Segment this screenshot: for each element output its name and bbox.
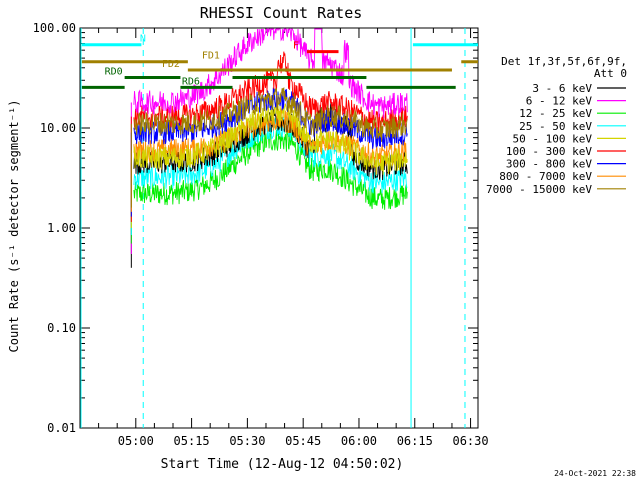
legend-entry-label: 800 - 7000 keV <box>499 170 592 183</box>
x-tick-label: 06:00 <box>341 434 377 448</box>
footer-date: 24-Oct-2021 22:38 <box>554 469 636 478</box>
legend-title: Att 0 <box>594 67 627 80</box>
legend-entry-label: 50 - 100 keV <box>513 132 593 145</box>
series-line <box>133 129 408 210</box>
legend-entry-label: 7000 - 15000 keV <box>486 183 592 196</box>
series-line <box>133 86 408 142</box>
annotation-label-rd6: RD6 <box>182 76 200 87</box>
y-tick-label: 0.10 <box>47 321 76 335</box>
y-tick-label: 0.01 <box>47 421 76 435</box>
y-tick-label: 10.00 <box>40 121 76 135</box>
annotation-label-f: F <box>293 41 299 52</box>
x-axis-label: Start Time (12-Aug-12 04:50:02) <box>161 457 404 472</box>
annotation-label-fd2: FD2 <box>162 59 180 70</box>
legend-entry-label: 100 - 300 keV <box>506 145 592 158</box>
legend-entry-label: 3 - 6 keV <box>532 82 592 95</box>
chart-title: RHESSI Count Rates <box>200 4 363 22</box>
series-line <box>133 115 408 194</box>
annotation-label-n: N <box>140 34 146 45</box>
legend-title: Det 1f,3f,5f,6f,9f, <box>501 55 627 68</box>
plot-area: 0.01 0.10 1.00 10.00 100.00 05:00 05:15 05:30 05… <box>33 21 489 448</box>
series-line <box>133 27 408 119</box>
x-tick-label: 05:15 <box>174 434 210 448</box>
x-tick-label: 05:30 <box>229 434 265 448</box>
x-tick-label: 06:30 <box>452 434 488 448</box>
y-tick-label: 100.00 <box>33 21 76 35</box>
legend-entry-label: 12 - 25 keV <box>519 107 592 120</box>
legend-entry-label: 300 - 800 keV <box>506 158 592 171</box>
legend-entry-label: 25 - 50 keV <box>519 120 592 133</box>
series-line <box>133 100 408 176</box>
x-tick-label: 05:45 <box>285 434 321 448</box>
y-tick-label: 1.00 <box>47 221 76 235</box>
annotation-label-fd1: FD1 <box>202 51 220 62</box>
x-tick-label: 06:15 <box>397 434 433 448</box>
x-tick-label: 05:00 <box>118 434 154 448</box>
y-axis-label: Count Rate (s⁻¹ detector segment⁻¹) <box>7 100 21 353</box>
legend-entry-label: 6 - 12 keV <box>526 95 593 108</box>
annotation-label-rd0: RD0 <box>105 66 123 77</box>
